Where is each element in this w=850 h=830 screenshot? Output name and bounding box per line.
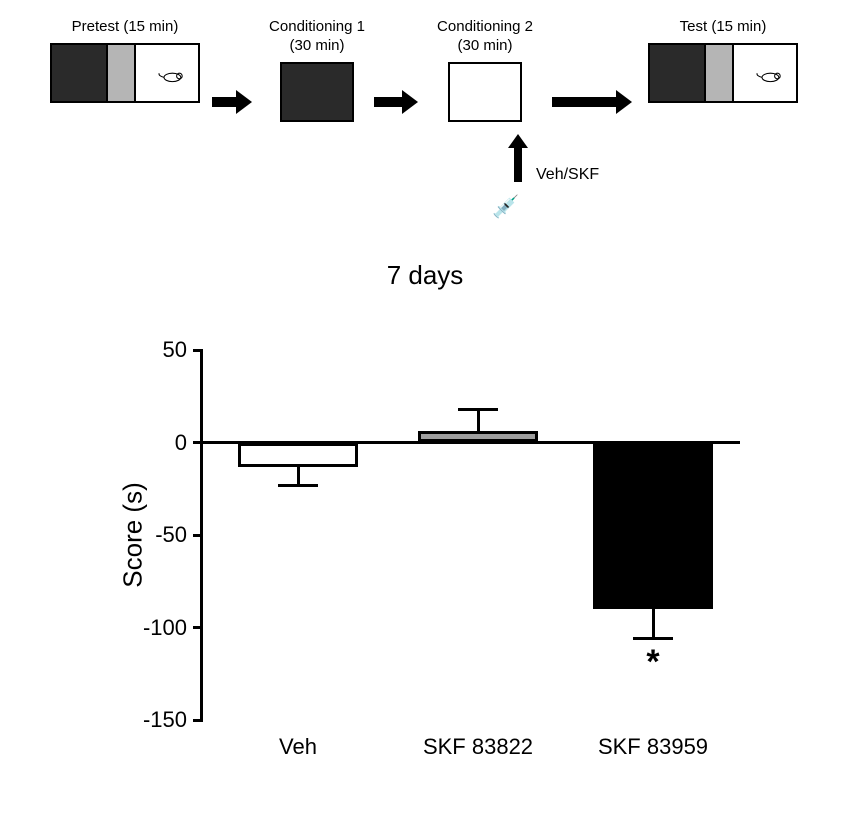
- error-bar: [477, 409, 480, 431]
- x-tick-label: Veh: [279, 720, 317, 760]
- chamber-mid: [108, 43, 134, 103]
- stage-test: Test (15 min): [638, 18, 808, 103]
- bar: [238, 443, 358, 467]
- chamber-white: [448, 62, 522, 122]
- injection-arrow-icon: [508, 134, 528, 182]
- plot-area: Score (s) 500-50-100-150VehSKF 83822SKF …: [200, 350, 740, 720]
- chamber-black: [280, 62, 354, 122]
- mouse-icon: [156, 69, 186, 83]
- score-chart: Score (s) 500-50-100-150VehSKF 83822SKF …: [120, 350, 760, 770]
- x-tick-label: SKF 83822: [423, 720, 533, 760]
- y-tick-label: -100: [143, 615, 203, 641]
- timeline-panel: Pretest (15 min) Conditioning 1 (30 min)…: [40, 18, 820, 208]
- syringe-icon: 💉: [492, 194, 519, 220]
- significance-marker: *: [646, 643, 659, 682]
- x-tick-label: SKF 83959: [598, 720, 708, 760]
- chamber-black: [50, 43, 108, 103]
- y-axis-label: Score (s): [118, 482, 149, 587]
- stage-label: Conditioning 2 (30 min): [420, 18, 550, 56]
- injection-label: Veh/SKF: [536, 166, 599, 184]
- arrow-icon: [212, 90, 252, 114]
- chamber-white: [134, 43, 200, 103]
- mouse-icon: [754, 69, 784, 83]
- error-bar: [297, 467, 300, 486]
- arrow-icon: [374, 90, 418, 114]
- error-cap: [458, 408, 498, 411]
- stage-pretest: Pretest (15 min): [40, 18, 210, 103]
- chamber-black: [648, 43, 706, 103]
- error-bar: [652, 609, 655, 639]
- chamber: [648, 43, 798, 103]
- chamber: [50, 43, 200, 103]
- stage-label: Test (15 min): [638, 18, 808, 37]
- bar: [418, 431, 538, 442]
- error-cap: [633, 637, 673, 640]
- chamber-mid: [706, 43, 732, 103]
- stage-conditioning2: Conditioning 2 (30 min): [420, 18, 550, 122]
- y-tick-label: -150: [143, 707, 203, 733]
- y-tick-label: -50: [155, 522, 203, 548]
- arrow-icon: [552, 90, 632, 114]
- stage-label: Conditioning 1 (30 min): [252, 18, 382, 56]
- stage-label: Pretest (15 min): [40, 18, 210, 37]
- days-label: 7 days: [0, 260, 850, 291]
- bar: [593, 443, 713, 610]
- stage-conditioning1: Conditioning 1 (30 min): [252, 18, 382, 122]
- error-cap: [278, 484, 318, 487]
- chamber-white: [732, 43, 798, 103]
- y-tick-label: 50: [163, 337, 203, 363]
- y-tick-label: 0: [175, 430, 203, 456]
